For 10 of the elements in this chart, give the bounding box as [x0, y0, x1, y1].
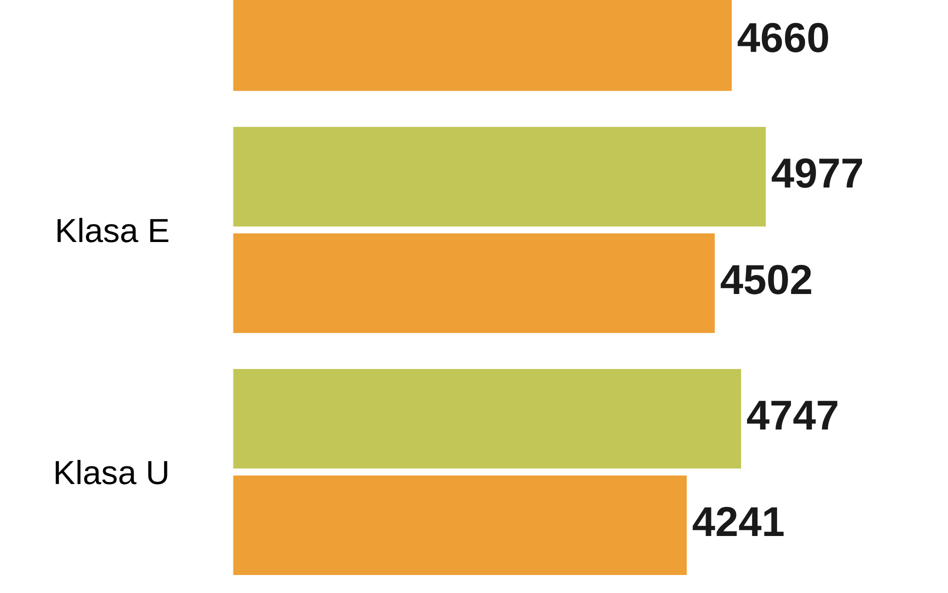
data-label: 4241 — [692, 506, 784, 536]
data-label: 4660 — [738, 22, 828, 52]
bar — [232, 473, 689, 578]
data-label: 4502 — [720, 264, 812, 294]
bar — [232, 366, 744, 471]
data-label: 4977 — [772, 158, 862, 188]
bar — [232, 124, 768, 229]
y-tick-label: Klasa E — [58, 218, 168, 242]
data-label: 4747 — [747, 400, 838, 430]
y-tick-label: Klasa U — [56, 460, 168, 484]
